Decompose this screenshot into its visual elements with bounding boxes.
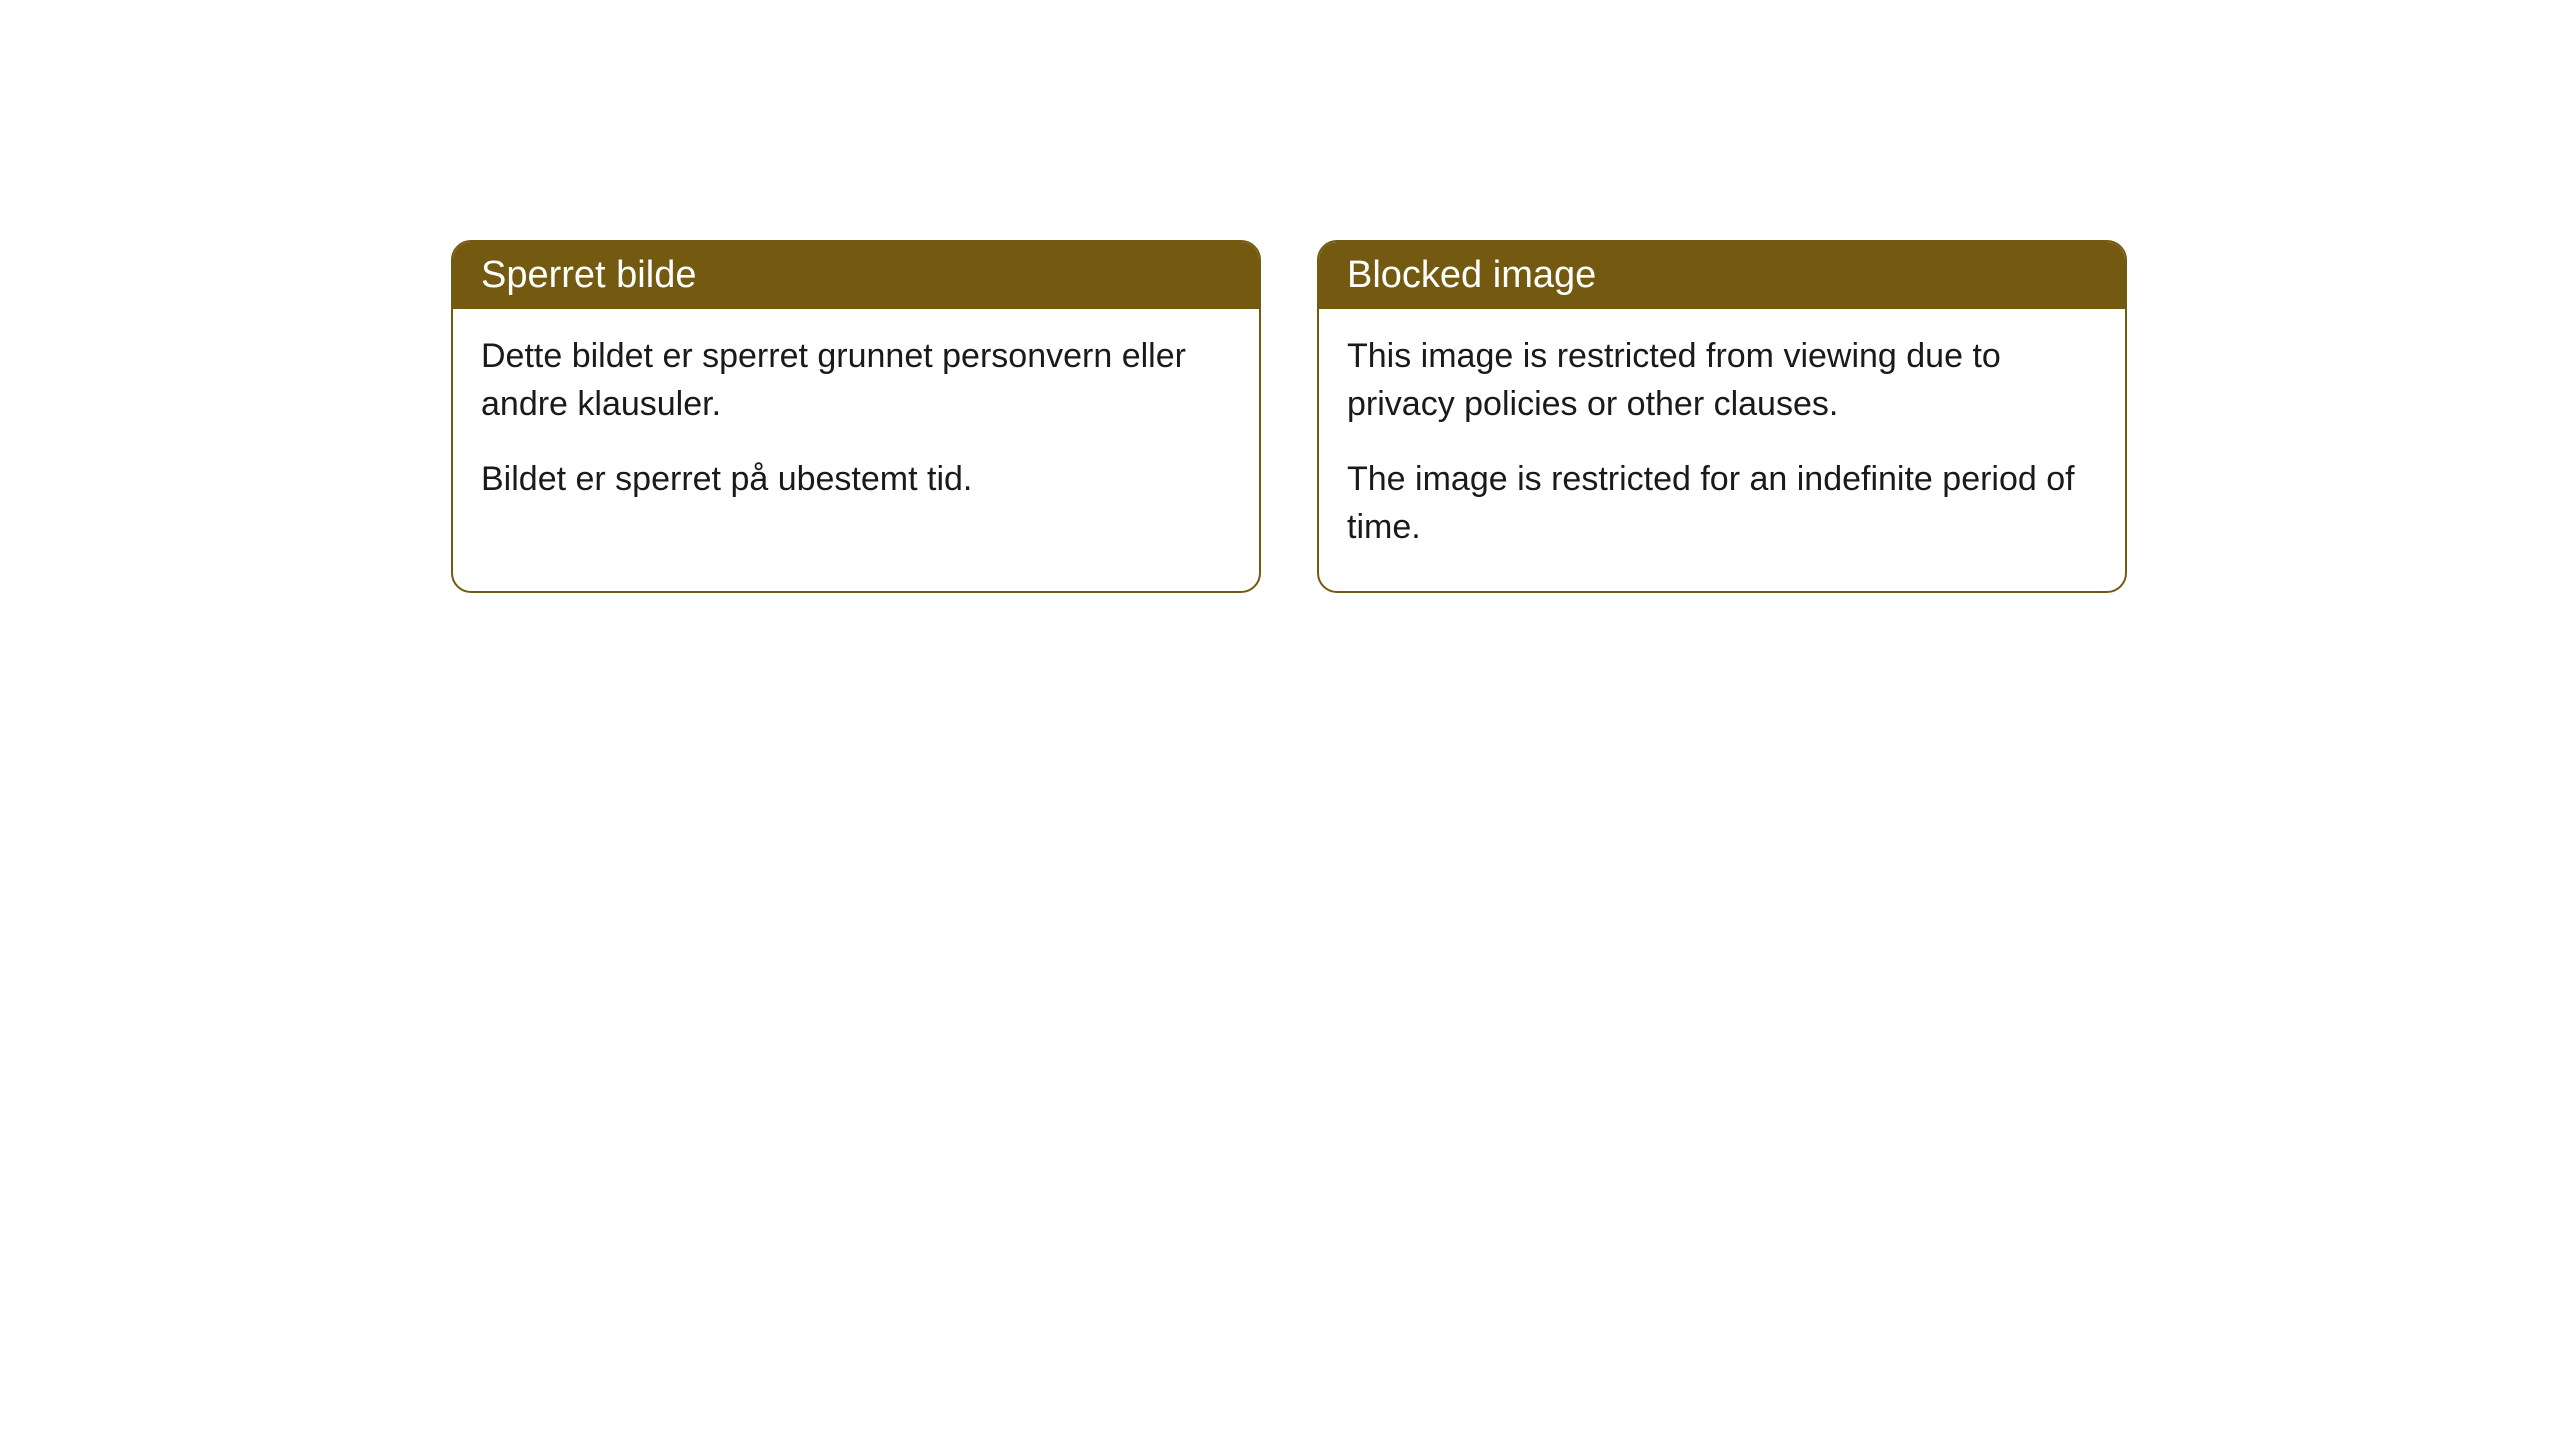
card-header: Blocked image: [1319, 242, 2125, 309]
notice-cards-container: Sperret bilde Dette bildet er sperret gr…: [451, 240, 2127, 593]
card-title: Blocked image: [1347, 254, 1596, 296]
card-paragraph: Dette bildet er sperret grunnet personve…: [481, 333, 1231, 428]
card-body: This image is restricted from viewing du…: [1319, 309, 2125, 591]
card-paragraph: The image is restricted for an indefinit…: [1347, 456, 2097, 551]
card-body: Dette bildet er sperret grunnet personve…: [453, 309, 1259, 544]
card-paragraph: Bildet er sperret på ubestemt tid.: [481, 456, 1231, 504]
card-header: Sperret bilde: [453, 242, 1259, 309]
notice-card-norwegian: Sperret bilde Dette bildet er sperret gr…: [451, 240, 1261, 593]
notice-card-english: Blocked image This image is restricted f…: [1317, 240, 2127, 593]
card-title: Sperret bilde: [481, 254, 696, 296]
card-paragraph: This image is restricted from viewing du…: [1347, 333, 2097, 428]
